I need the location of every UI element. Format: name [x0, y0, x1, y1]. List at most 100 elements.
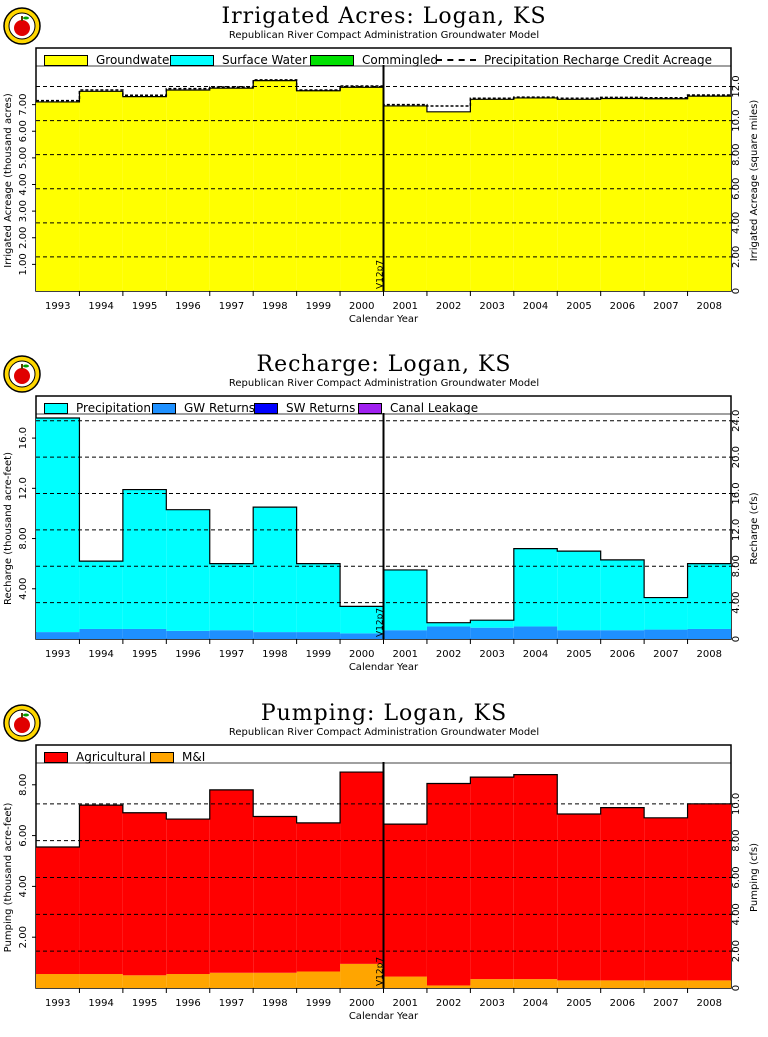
version-marker-label: V12p7 [376, 608, 386, 637]
bar-precipitation-1996 [166, 509, 210, 631]
x-tick-label: 1995 [132, 998, 157, 1009]
bar-gw-returns-1994 [79, 628, 123, 639]
recharge-chart: V12p7 1993 1994 1995 1996 1997 1998 1999 2000 200… [3, 395, 760, 673]
bar-m-i-2001 [383, 976, 427, 988]
legend-swatch [150, 751, 174, 763]
x-tick-label: 2006 [610, 649, 635, 660]
chart-legend: Precipitation GW Returns SW Returns Cana… [36, 399, 731, 416]
chart-legend: Groundwater Surface Water Commingled Pre… [36, 51, 731, 68]
x-tick-label: 1995 [132, 301, 157, 312]
x-tick-label: 1995 [132, 649, 157, 660]
x-tick-label: 1999 [306, 301, 331, 312]
y-tick-label: 8.00 [18, 527, 29, 549]
bar-precipitation-1999 [296, 563, 341, 633]
pumping-panel: Pumping: Logan, KS Republican River Comp… [0, 697, 768, 1037]
bar-precipitation-2004 [513, 548, 558, 627]
bar-groundwater-2004 [513, 97, 558, 292]
bar-agricultural-2000 [340, 772, 384, 964]
bar-m-i-2004 [513, 979, 558, 988]
y-tick-label-right: 10.0 [731, 109, 742, 131]
legend-swatch [436, 59, 476, 61]
bar-agricultural-1999 [296, 822, 341, 972]
bar-precipitation-2003 [470, 620, 514, 628]
bar-gw-returns-2004 [513, 626, 558, 639]
legend-label: Precipitation Recharge Credit Acreage [484, 53, 712, 67]
legend-label: GW Returns [184, 401, 256, 415]
legend-item-commingled: Commingled [310, 53, 438, 67]
bar-groundwater-1995 [122, 96, 167, 292]
legend-item-gw-returns: GW Returns [152, 401, 255, 415]
x-tick-label: 1993 [45, 649, 70, 660]
x-tick-label: 2003 [479, 998, 504, 1009]
y-axis-label-right: Irrigated Acreage (square miles) [749, 100, 760, 262]
y-tick-label: 16.0 [18, 427, 29, 449]
bar-groundwater-2007 [644, 98, 688, 292]
bar-groundwater-2003 [470, 99, 514, 291]
legend-swatch [152, 402, 176, 414]
bar-agricultural-1994 [79, 805, 123, 975]
bar-precipitation-1995 [122, 489, 167, 629]
y-tick-label: 12.0 [18, 477, 29, 499]
bar-agricultural-2006 [600, 807, 645, 981]
y-tick-label-right: 2.00 [731, 246, 742, 268]
bar-precipitation-1998 [253, 507, 297, 633]
bar-groundwater-1994 [79, 91, 123, 291]
x-tick-label: 1996 [175, 301, 200, 312]
bar-precipitation-2000 [340, 606, 384, 634]
x-tick-label: 2007 [653, 998, 678, 1009]
bar-agricultural-1995 [122, 812, 167, 976]
y-tick-label-right: 6.00 [731, 866, 742, 888]
bar-gw-returns-1997 [209, 630, 254, 639]
y-tick-label: 2.00 [18, 926, 29, 948]
legend-label: Agricultural [76, 750, 146, 764]
x-tick-label: 2002 [436, 998, 461, 1009]
bar-m-i-2003 [470, 979, 514, 988]
apple-logo-icon [2, 6, 42, 46]
y-tick-label-right: 8.00 [731, 830, 742, 852]
x-axis-label: Calendar Year [349, 1011, 419, 1022]
y-tick-label: 5.00 [18, 147, 29, 169]
legend-label: Groundwater [96, 53, 175, 67]
x-tick-label: 2001 [392, 301, 417, 312]
x-axis-label: Calendar Year [349, 662, 419, 673]
x-tick-label: 2002 [436, 649, 461, 660]
bar-gw-returns-2008 [687, 628, 731, 639]
bar-groundwater-2008 [687, 96, 731, 291]
bar-groundwater-1999 [296, 90, 341, 291]
legend-swatch [310, 54, 354, 66]
bar-groundwater-1998 [253, 80, 297, 291]
x-tick-label: 2003 [479, 301, 504, 312]
bar-agricultural-2005 [557, 813, 601, 981]
x-tick-label: 1994 [88, 649, 113, 660]
bar-gw-returns-2001 [383, 630, 427, 639]
bar-precipitation-2001 [383, 569, 427, 631]
bar-m-i-2002 [426, 985, 471, 988]
bar-groundwater-2006 [600, 98, 645, 292]
y-tick-label: 6.00 [18, 824, 29, 846]
x-tick-label: 1994 [88, 301, 113, 312]
x-tick-label: 2006 [610, 301, 635, 312]
y-tick-label: 8.00 [18, 774, 29, 796]
y-tick-label: 2.00 [18, 227, 29, 249]
x-tick-label: 1993 [45, 301, 70, 312]
version-marker-label: V12p7 [376, 957, 386, 986]
x-tick-label: 1998 [262, 301, 287, 312]
y-tick-label-right: 0 [731, 288, 742, 294]
bar-m-i-1997 [209, 972, 254, 988]
y-tick-label: 1.00 [18, 253, 29, 275]
recharge-panel: Recharge: Logan, KS Republican River Com… [0, 348, 768, 688]
bar-gw-returns-1999 [296, 632, 341, 639]
bar-gw-returns-2000 [340, 633, 384, 639]
legend-label: Commingled [362, 53, 438, 67]
bar-m-i-1999 [296, 971, 341, 988]
bar-m-i-1996 [166, 974, 210, 988]
bar-gw-returns-1993 [36, 632, 80, 639]
bar-agricultural-2007 [644, 817, 688, 981]
legend-swatch [358, 402, 382, 414]
bar-precipitation-1993 [36, 418, 80, 633]
x-tick-label: 1999 [306, 649, 331, 660]
bar-m-i-1995 [122, 975, 167, 988]
x-tick-label: 1999 [306, 998, 331, 1009]
x-tick-label: 1997 [219, 998, 244, 1009]
legend-label: M&I [182, 750, 206, 764]
